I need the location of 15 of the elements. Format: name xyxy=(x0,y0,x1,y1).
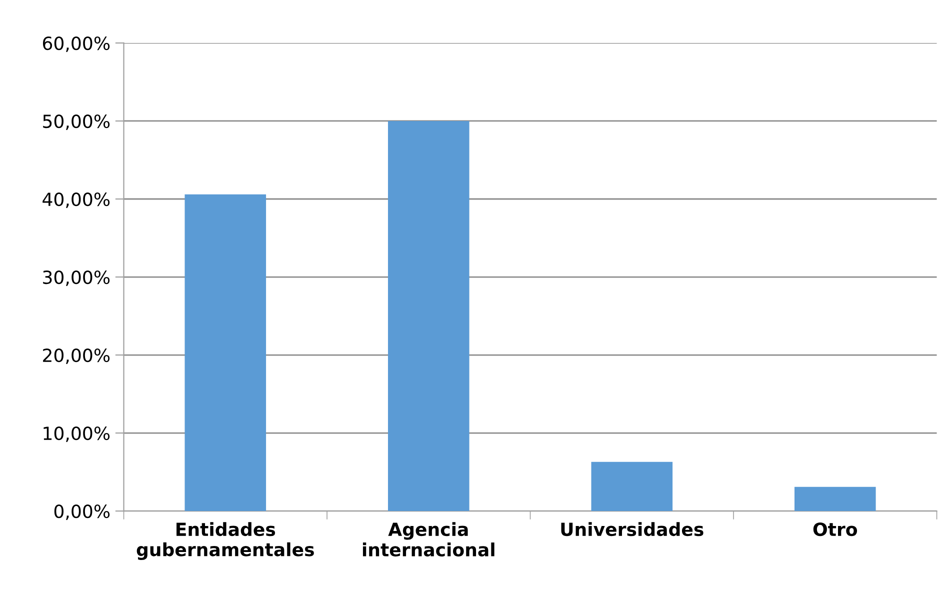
bar xyxy=(591,462,673,512)
y-tick-label: 60,00% xyxy=(42,36,110,52)
bar xyxy=(184,194,266,512)
x-tick-label: Otro xyxy=(813,522,858,536)
x-tick-label: Entidades gubernamentales xyxy=(136,522,314,560)
bar xyxy=(388,120,470,512)
y-tick-label: 0,00% xyxy=(54,504,110,520)
y-tick-label: 20,00% xyxy=(43,348,110,364)
y-tick-label: 10,00% xyxy=(44,426,110,442)
y-tick-label: 30,00% xyxy=(43,270,110,286)
y-tick-label: 40,00% xyxy=(42,192,110,208)
x-tick-label: Agencia internacional xyxy=(362,522,494,556)
x-tick-label: Universidades xyxy=(561,522,704,536)
bar xyxy=(794,486,876,512)
y-tick-label: 50,00% xyxy=(43,114,110,130)
